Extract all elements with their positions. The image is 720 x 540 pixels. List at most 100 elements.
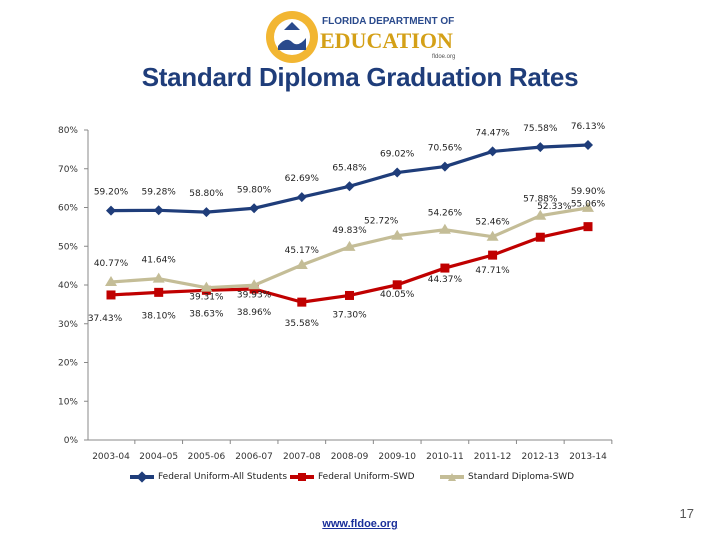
data-label: 76.13%	[571, 122, 606, 132]
chart-legend: Federal Uniform-All Students Federal Unif…	[0, 470, 720, 486]
data-label: 41.64%	[142, 256, 177, 266]
y-tick-label: 10%	[58, 397, 78, 407]
series-line	[110, 225, 589, 304]
data-point	[106, 205, 116, 216]
data-point	[535, 232, 545, 242]
footer-link[interactable]: www.fldoe.org	[322, 518, 398, 530]
data-point	[297, 297, 307, 307]
data-label: 59.90%	[571, 187, 606, 197]
data-label: 55.06%	[571, 200, 606, 210]
x-tick-label: 2010-11	[426, 452, 464, 462]
data-point	[201, 207, 212, 218]
x-tick-label: 2003-04	[92, 452, 130, 462]
data-point	[488, 250, 498, 260]
logo-line2: EDUCATION	[320, 28, 453, 53]
x-tick-label: 2013-14	[569, 452, 607, 462]
logo-line3: fldoe.org	[432, 54, 455, 60]
data-point	[535, 142, 546, 153]
x-tick-label: 2005-06	[188, 452, 226, 462]
x-tick-label: 2011-12	[474, 452, 512, 462]
chart-title: Standard Diploma Graduation Rates	[141, 62, 579, 92]
data-point	[295, 258, 308, 269]
data-label: 52.72%	[364, 217, 399, 227]
series-line	[110, 143, 589, 214]
chart-series	[105, 139, 594, 307]
fldoe-logo: FLORIDA DEPARTMENT OF EDUCATION fldoe.or…	[266, 11, 455, 63]
data-label: 58.80%	[189, 189, 224, 199]
data-label: 59.80%	[237, 185, 272, 195]
data-point	[583, 222, 593, 232]
chart-axes: 0% 10% 20% 30% 40% 50% 60% 70% 80% 2003-04 2004–05…	[58, 126, 613, 462]
data-point	[248, 279, 261, 290]
data-point	[486, 230, 499, 241]
line-chart: 0% 10% 20% 30% 40% 50% 60% 70% 80% 2003-04 2004–05…	[58, 122, 613, 462]
x-tick-label: 2006-07	[235, 452, 273, 462]
legend-label: Federal Uniform-All Students	[158, 472, 288, 482]
data-point	[345, 290, 354, 300]
data-label: 39.31%	[189, 293, 224, 303]
data-label: 69.02%	[380, 150, 415, 160]
data-label: 39.93%	[237, 290, 272, 300]
data-label: 54.26%	[428, 209, 463, 219]
data-label: 37.30%	[332, 310, 367, 320]
y-tick-label: 80%	[58, 126, 78, 136]
data-label: 38.10%	[142, 311, 177, 321]
legend-item: Federal Uniform-All Students	[130, 470, 287, 484]
data-label: 40.05%	[380, 290, 415, 300]
logo-line1: FLORIDA DEPARTMENT OF	[322, 16, 454, 27]
y-tick-label: 40%	[58, 281, 78, 291]
chart-data-labels: 59.20% 59.28% 58.80% 59.80% 62.69% 65.48% 69.0…	[88, 122, 606, 329]
data-point	[153, 205, 164, 216]
data-point	[296, 192, 307, 203]
data-label: 47.71%	[475, 266, 510, 276]
data-label: 44.37%	[428, 275, 463, 285]
data-point	[154, 287, 164, 297]
data-point	[343, 240, 356, 251]
data-label: 40.77%	[94, 259, 129, 269]
data-point	[438, 223, 451, 234]
data-label: 62.69%	[285, 174, 320, 184]
data-point	[106, 290, 116, 300]
data-point	[583, 139, 593, 150]
data-label: 52.46%	[475, 218, 510, 228]
y-tick-label: 50%	[58, 242, 78, 252]
data-label: 38.96%	[237, 308, 272, 318]
y-tick-label: 70%	[58, 165, 78, 175]
data-label: 70.56%	[428, 144, 463, 154]
data-point	[392, 167, 403, 178]
data-point	[249, 203, 260, 214]
x-tick-label: 2012-13	[521, 452, 559, 462]
data-label: 52.33%	[537, 202, 572, 212]
y-tick-label: 60%	[58, 204, 78, 214]
data-point	[582, 201, 594, 212]
data-label: 65.48%	[332, 163, 367, 173]
x-tick-label: 2008-09	[331, 452, 369, 462]
data-label: 75.58%	[523, 124, 558, 134]
x-tick-label: 2004–05	[139, 452, 178, 462]
sunburst-emblem-icon	[266, 11, 318, 63]
legend-item: Federal Uniform-SWD	[290, 470, 415, 484]
data-label: 35.58%	[285, 319, 320, 329]
legend-item: Standard Diploma-SWD	[440, 470, 574, 484]
x-tick-label: 2009-10	[378, 452, 416, 462]
data-point	[105, 276, 117, 287]
legend-swatch	[290, 473, 314, 481]
data-label: 49.83%	[332, 226, 367, 236]
data-label: 38.63%	[189, 309, 224, 319]
data-point	[439, 161, 450, 172]
data-point	[391, 229, 404, 240]
y-tick-label: 30%	[58, 320, 78, 330]
data-point	[534, 209, 547, 220]
x-tick-label: 2007-08	[283, 452, 321, 462]
legend-swatch	[130, 471, 154, 483]
y-tick-label: 0%	[64, 436, 79, 446]
data-point	[200, 281, 213, 292]
legend-swatch	[440, 473, 464, 481]
legend-label: Standard Diploma-SWD	[468, 472, 575, 482]
legend-label: Federal Uniform-SWD	[318, 472, 415, 482]
data-label: 59.28%	[142, 187, 177, 197]
data-point	[487, 146, 498, 157]
data-label: 74.47%	[475, 128, 510, 138]
data-label: 45.17%	[285, 246, 320, 256]
data-point	[152, 272, 165, 283]
